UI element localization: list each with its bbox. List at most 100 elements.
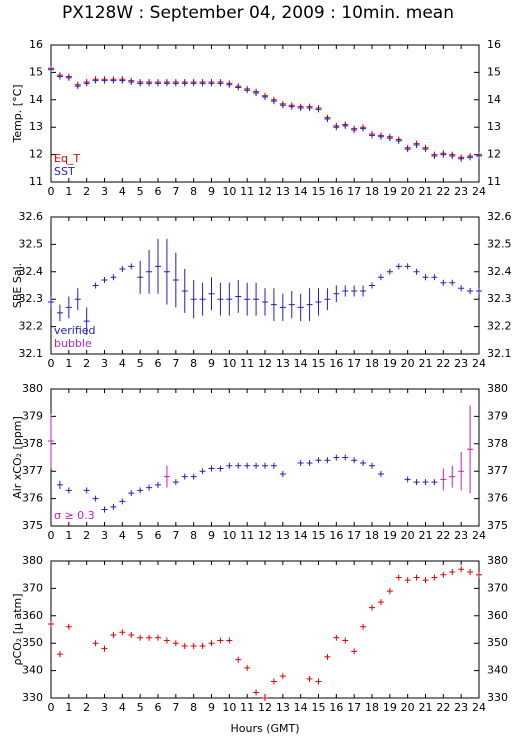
x-tick-label: 11 <box>240 529 254 542</box>
data-point <box>56 73 63 80</box>
y-tick-label-right: 32.3 <box>487 292 512 305</box>
x-tick-label: 4 <box>119 185 126 198</box>
x-tick-label: 17 <box>347 529 361 542</box>
y-tick-label-right: 32.5 <box>487 237 512 250</box>
x-tick-label: 1 <box>65 357 72 370</box>
data-point <box>324 288 331 311</box>
y-tick-label-right: 32.1 <box>487 347 512 360</box>
y-tick-label: 13 <box>29 120 43 133</box>
data-point <box>404 146 411 153</box>
data-point <box>440 571 447 578</box>
data-point <box>422 577 429 584</box>
data-point <box>270 678 277 685</box>
legend-label: SST <box>54 165 75 178</box>
data-point <box>56 304 63 322</box>
x-tick-label: 3 <box>101 357 108 370</box>
y-tick-label: 330 <box>22 691 43 704</box>
data-point <box>449 279 456 286</box>
y-tick-label-right: 378 <box>487 437 508 450</box>
x-tick-label: 20 <box>401 701 415 714</box>
x-tick-label: 23 <box>454 185 468 198</box>
data-point <box>146 249 153 294</box>
data-point <box>297 293 304 322</box>
x-tick-label: 5 <box>137 529 144 542</box>
y-tick-label: 379 <box>22 409 43 422</box>
x-tick-label: 18 <box>365 185 379 198</box>
x-tick-label: 12 <box>258 185 272 198</box>
data-point <box>119 77 126 84</box>
y-tick-label-right: 32.6 <box>487 210 512 223</box>
y-tick-label: 360 <box>22 609 43 622</box>
y-tick-label-right: 370 <box>487 581 508 594</box>
y-tick-label: 16 <box>29 38 43 51</box>
data-point <box>262 695 268 701</box>
data-point <box>476 571 482 578</box>
data-point <box>146 80 153 87</box>
data-point <box>279 470 286 477</box>
y-tick-label: 32.4 <box>19 265 44 278</box>
data-point <box>226 637 233 644</box>
x-tick-label: 24 <box>472 701 486 714</box>
x-tick-label: 8 <box>190 357 197 370</box>
x-tick-label: 0 <box>48 701 55 714</box>
plot-frame <box>50 44 480 183</box>
data-point <box>404 577 411 584</box>
data-point <box>476 152 482 159</box>
x-tick-label: 5 <box>137 357 144 370</box>
data-point <box>235 462 242 469</box>
data-point <box>92 77 99 84</box>
y-tick-label-right: 32.2 <box>487 320 512 333</box>
data-point <box>199 282 206 316</box>
x-tick-label: 2 <box>83 185 90 198</box>
data-point <box>235 656 242 663</box>
data-point <box>315 288 322 316</box>
x-tick-label: 2 <box>83 529 90 542</box>
x-tick-label: 6 <box>155 701 162 714</box>
data-point <box>360 459 367 466</box>
y-tick-label: 340 <box>22 664 43 677</box>
data-point <box>190 473 197 480</box>
x-tick-label: 10 <box>222 701 236 714</box>
data-point <box>342 454 349 461</box>
x-tick-label: 16 <box>329 185 343 198</box>
data-point <box>208 277 215 311</box>
data-point <box>181 269 188 313</box>
data-point <box>119 498 126 505</box>
x-tick-label: 16 <box>329 701 343 714</box>
x-tick-label: 21 <box>419 185 433 198</box>
y-tick-label-right: 32.4 <box>487 265 512 278</box>
x-tick-label: 14 <box>294 357 308 370</box>
data-point <box>217 80 224 87</box>
data-point <box>476 287 482 294</box>
data-point <box>253 462 260 469</box>
data-point <box>244 87 251 94</box>
x-tick-label: 7 <box>172 701 179 714</box>
x-tick-label: 3 <box>101 185 108 198</box>
x-tick-label: 10 <box>222 357 236 370</box>
x-tick-label: 9 <box>208 529 215 542</box>
data-point <box>467 154 474 161</box>
y-tick-label-right: 11 <box>487 175 501 188</box>
data-point <box>137 260 144 294</box>
x-tick-label: 13 <box>276 185 290 198</box>
x-tick-label: 22 <box>436 701 450 714</box>
data-point <box>342 637 349 644</box>
data-point <box>101 645 108 652</box>
data-point <box>137 487 144 494</box>
data-point <box>306 459 313 466</box>
data-point <box>244 664 251 671</box>
x-tick-label: 24 <box>472 357 486 370</box>
y-tick-label-right: 13 <box>487 120 501 133</box>
data-point <box>306 105 313 112</box>
data-point <box>199 642 206 649</box>
data-point <box>279 673 286 680</box>
data-point <box>369 462 375 469</box>
data-point <box>253 689 260 696</box>
x-tick-label: 24 <box>472 185 486 198</box>
data-point <box>431 479 438 486</box>
y-tick-label: 370 <box>22 581 43 594</box>
data-point <box>244 462 251 469</box>
data-point <box>262 462 268 469</box>
data-point <box>65 74 72 81</box>
data-point <box>226 462 233 469</box>
